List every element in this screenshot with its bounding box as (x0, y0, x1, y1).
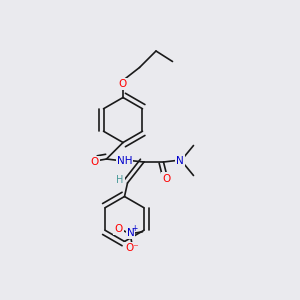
Text: +: + (131, 224, 138, 233)
Text: NH: NH (117, 155, 132, 166)
Text: O: O (114, 224, 123, 234)
Text: N: N (176, 155, 184, 166)
Text: O⁻: O⁻ (125, 243, 139, 253)
Text: O: O (119, 79, 127, 89)
Text: O: O (90, 157, 99, 167)
Text: H: H (116, 175, 124, 185)
Text: O: O (162, 173, 171, 184)
Text: N: N (127, 228, 134, 238)
